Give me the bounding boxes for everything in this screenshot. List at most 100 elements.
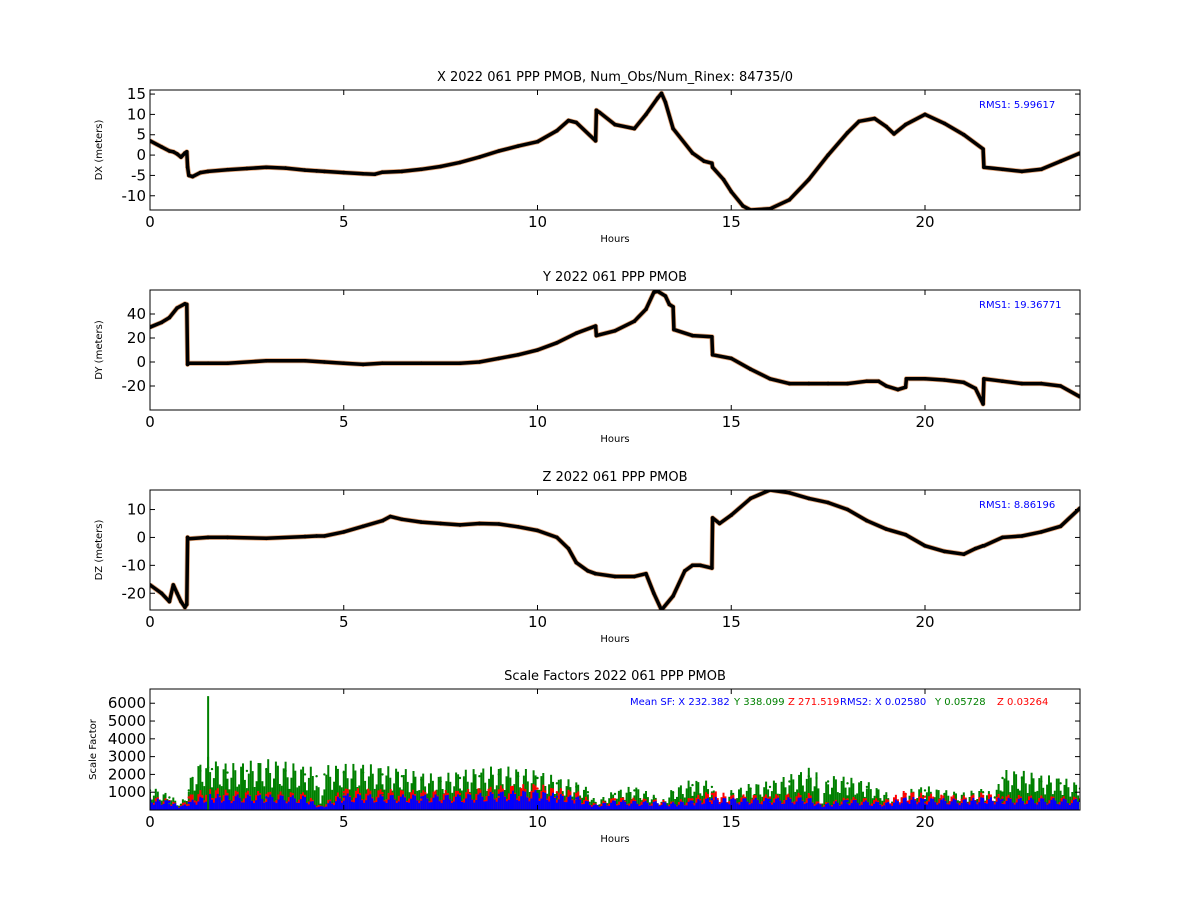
x-tick-label: 20 [915,613,934,631]
y-tick-label: 6000 [108,694,146,712]
data-point [943,792,946,796]
data-point [497,773,500,776]
data-point [613,800,617,804]
data-point [586,569,590,573]
data-point [652,796,655,799]
data-point [187,361,191,366]
data-point [1001,776,1004,780]
data-point [361,362,365,367]
x-tick-label: 10 [528,613,547,631]
data-point [380,361,385,366]
x-tick-label: 0 [145,213,155,231]
data-point [613,574,617,579]
data-point [892,132,896,136]
x-tick-label: 15 [722,413,741,431]
chart-title: Z 2022 061 PPP PMOB [542,470,687,485]
data-point [175,306,179,310]
data-point [420,778,423,781]
data-point [655,290,660,293]
data-point [973,546,978,551]
axes-frame [149,289,1081,411]
data-point [594,333,599,338]
data-point [420,796,423,799]
data-point [226,796,229,799]
data-point [845,507,850,512]
data-point [741,204,745,208]
data-point [535,528,540,533]
data-point [690,563,695,568]
data-point [555,782,559,785]
data-point [179,155,183,159]
chart-panel-1: X 2022 061 PPP PMOB, Num_Obs/Num_Rinex: … [94,70,1081,245]
data-point [199,792,202,796]
data-point [283,166,288,170]
data-point [1058,159,1063,163]
data-point [973,386,978,391]
data-point [982,165,986,170]
data-point [159,320,164,325]
data-point [199,798,202,801]
data-point [179,599,183,604]
data-point [303,534,307,539]
data-point [574,331,579,336]
data-point [826,381,830,386]
data-point [477,360,482,364]
data-point [1058,384,1063,388]
data-point [185,150,189,154]
x-tick-label: 5 [339,813,349,831]
data-point [497,356,501,361]
data-point [652,591,656,596]
data-point [458,776,462,780]
y-tick-label: 10 [127,501,146,519]
data-point [903,532,908,537]
data-point [942,121,947,126]
y-tick-label: -10 [122,187,147,205]
data-point [923,544,927,548]
x-tick-label: 5 [339,613,349,631]
data-point [768,207,772,210]
data-point [652,799,655,803]
series-halo [150,290,1080,407]
y-tick-label: 2000 [108,765,146,783]
y-tick-label: 0 [136,353,146,371]
data-point [846,799,849,803]
data-point [555,128,559,133]
data-point [187,173,191,178]
data-point [807,496,811,501]
data-point [942,378,947,382]
data-point [1000,535,1005,540]
data-point [876,379,881,384]
data-point [846,782,849,785]
data-point [710,785,714,789]
data-point [826,500,830,505]
chart-title: Scale Factors 2022 061 PPP PMOB [504,669,726,684]
data-point [594,801,597,805]
data-point [845,130,850,135]
data-point [904,798,907,801]
data-point [419,520,424,524]
data-point [303,168,307,172]
data-point [594,108,599,113]
data-point [419,361,424,366]
chart-panel-4: Scale Factors 2022 061 PPP PMOB 0 5 10 15 20 6… [88,669,1081,845]
x-tick-label: 20 [915,213,934,231]
data-point [303,797,307,800]
rms2-y: Y 0.05728 [934,697,986,708]
data-point [1001,796,1004,799]
data-point [342,530,346,534]
data-point [710,792,714,796]
data-point [613,798,617,801]
data-point [314,534,319,538]
data-point [613,792,617,796]
data-point [191,776,194,780]
y-tick-label: 4000 [108,730,146,748]
data-point [826,780,830,783]
data-point [225,167,230,172]
data-point [768,785,772,789]
data-point [896,387,900,392]
data-point [323,773,326,776]
chart-title: Y 2022 061 PPP PMOB [542,270,687,285]
data-point [458,796,462,799]
data-point [381,796,384,799]
mean-sf-y: Y 338.099 [733,697,785,708]
